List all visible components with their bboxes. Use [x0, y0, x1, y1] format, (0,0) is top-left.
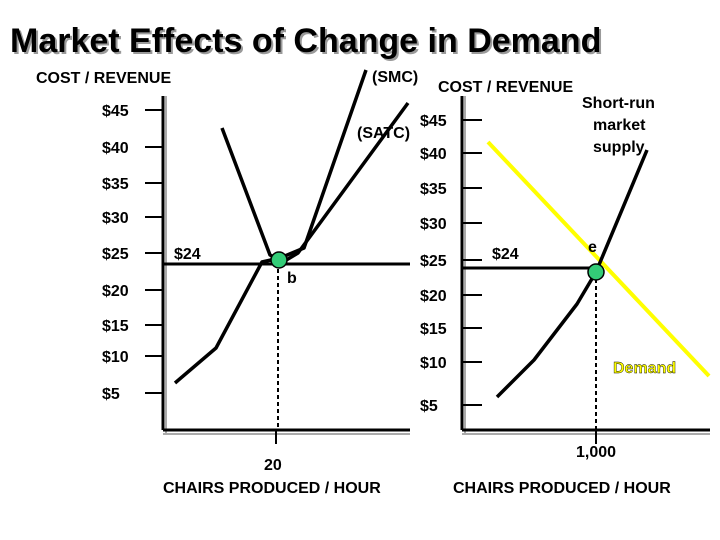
y-tick-label: $15 [102, 318, 129, 335]
supply-label-line2: market [593, 117, 646, 134]
y-tick-label: $25 [102, 246, 129, 263]
firm-panel: COST / REVENUE (SMC) (SATC) $45$40$35$30… [36, 69, 418, 497]
market-ylabel: COST / REVENUE [438, 79, 573, 96]
supply-label-line3: supply [593, 139, 645, 156]
y-tick-label: $10 [102, 349, 129, 366]
point-b-label: b [287, 270, 297, 287]
smc-label: (SMC) [372, 69, 418, 86]
y-tick-label: $20 [420, 288, 447, 305]
y-tick-label: $25 [420, 253, 447, 270]
y-tick-label: $35 [102, 176, 129, 193]
y-tick-label: $20 [102, 283, 129, 300]
firm-price-label: $24 [174, 246, 201, 263]
y-tick-label: $15 [420, 321, 447, 338]
market-equilibrium-point [587, 263, 605, 281]
page-title-shadow: Market Effects of Change in Demand [12, 24, 603, 62]
demand-label: Demand [613, 360, 676, 377]
y-tick-label: $10 [420, 355, 447, 372]
page-title: Market Effects of Change in Demand [10, 22, 601, 60]
smc-curve [173, 69, 368, 385]
y-tick-label: $30 [102, 210, 129, 227]
market-price-label: $24 [492, 246, 519, 263]
firm-ylabel: COST / REVENUE [36, 70, 171, 87]
demand-curve [486, 140, 711, 378]
market-x-tick-label: 1,000 [576, 444, 616, 461]
point-e-label: e [588, 239, 597, 256]
y-tick-label: $35 [420, 181, 447, 198]
y-tick-label: $45 [420, 113, 447, 130]
y-tick-label: $45 [102, 103, 129, 120]
supply-label-line1: Short-run [582, 95, 655, 112]
firm-x-tick-label: 20 [264, 457, 282, 474]
y-tick-label: $5 [420, 398, 438, 415]
firm-equilibrium-point [270, 251, 288, 269]
market-xlabel: CHAIRS PRODUCED / HOUR [453, 480, 671, 497]
firm-xlabel: CHAIRS PRODUCED / HOUR [163, 480, 381, 497]
market-panel: COST / REVENUE Short-run market supply $… [420, 79, 711, 497]
y-tick-label: $40 [102, 140, 129, 157]
firm-y-ticks: $45 $40 $35 $30 $25 $20 $15 $10 $5 [102, 103, 163, 403]
market-y-ticks: $45 $40 $35 $30 $25 $20 $15 $10 $5 [420, 113, 482, 415]
y-tick-label: $5 [102, 386, 120, 403]
y-tick-label: $30 [420, 216, 447, 233]
y-tick-label: $40 [420, 146, 447, 163]
supply-curve [495, 149, 649, 399]
